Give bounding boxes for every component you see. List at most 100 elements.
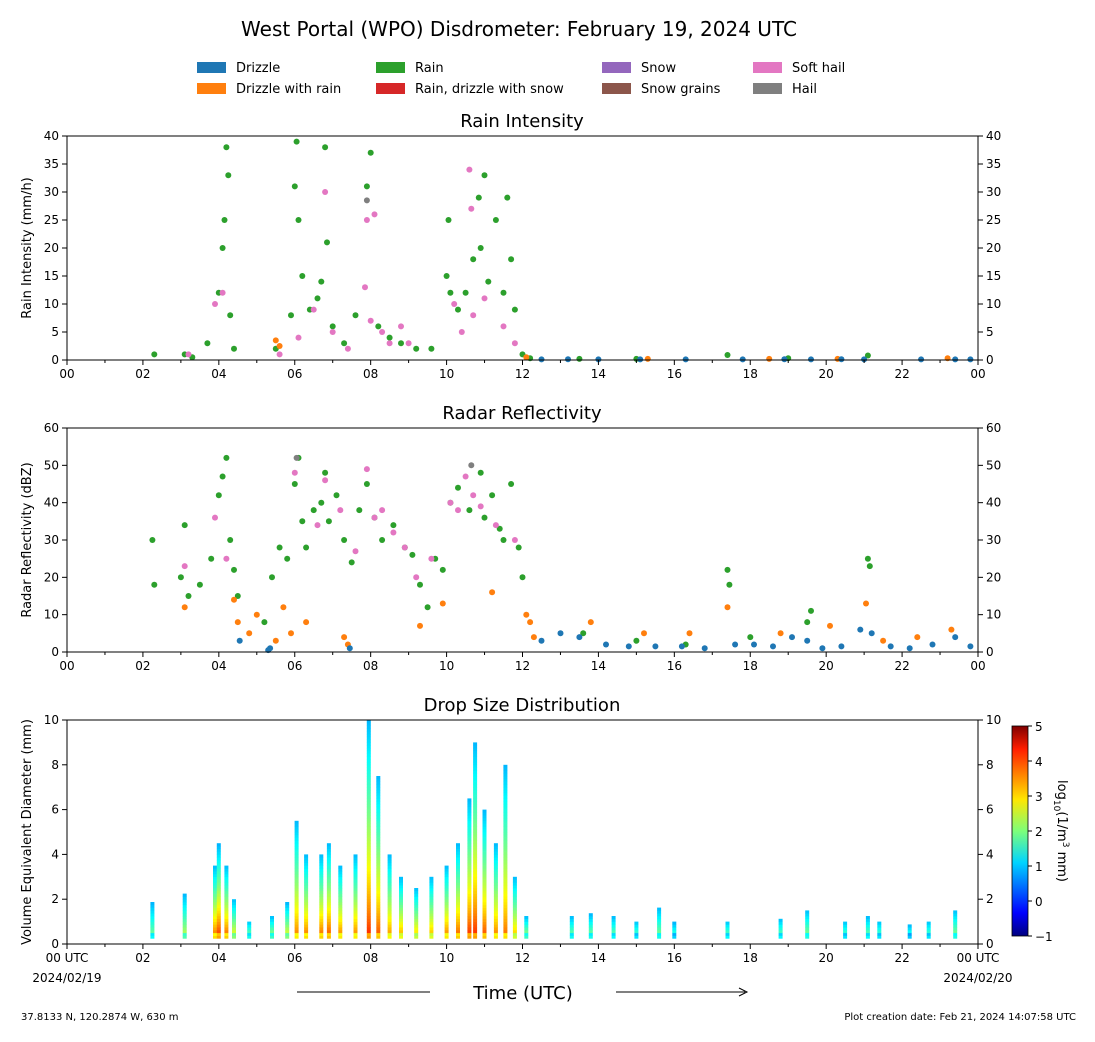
heatmap-cell	[366, 748, 371, 752]
heatmap-cell	[725, 927, 730, 931]
heatmap-cell	[672, 927, 677, 931]
heatmap-cell	[503, 770, 508, 774]
x-tick-label: 00 UTC	[957, 951, 1000, 965]
heatmap-cell	[805, 924, 810, 928]
heatmap-cell	[216, 890, 221, 894]
heatmap-cell	[467, 918, 472, 922]
heatmap-cell	[657, 913, 662, 917]
heatmap-cell	[213, 935, 217, 939]
heatmap-cell	[503, 876, 508, 880]
heatmap-cell	[926, 930, 931, 934]
heatmap-cell	[376, 854, 381, 858]
heatmap-cell	[493, 868, 498, 872]
heatmap-cell	[482, 860, 487, 864]
point-drizzle-with-rain	[489, 589, 496, 596]
heatmap-cell	[376, 910, 381, 914]
heatmap-cell	[482, 927, 487, 931]
point-drizzle	[267, 645, 274, 652]
heatmap-cell	[414, 935, 419, 939]
heatmap-cell	[376, 888, 381, 892]
point-rain	[288, 312, 294, 319]
heatmap-cell	[319, 868, 324, 872]
y-tick-label-right: 25	[986, 213, 1001, 227]
point-rain	[398, 340, 404, 347]
heatmap-cell	[473, 806, 478, 810]
point-drizzle	[565, 356, 571, 363]
point-rain	[455, 484, 461, 491]
heatmap-cell	[387, 890, 392, 894]
point-rain	[291, 183, 298, 190]
point-drizzle-with-rain	[766, 355, 773, 362]
heatmap-cell	[294, 834, 299, 838]
heatmap-cell	[503, 784, 508, 788]
heatmap-cell	[319, 904, 324, 908]
heatmap-cell	[473, 879, 478, 883]
heatmap-cell	[294, 843, 299, 847]
colorbar: −1 0 1 2 3 4 5 log10(1/m3 mm)	[1011, 720, 1070, 944]
point-rain	[303, 544, 310, 551]
footer-creation-date: Plot creation date: Feb 21, 2024 14:07:5…	[844, 1012, 1076, 1023]
heatmap-cell	[326, 874, 331, 878]
heatmap-cell	[399, 916, 403, 920]
point-soft-hail	[314, 522, 321, 529]
point-drizzle-with-rain	[231, 596, 237, 603]
heatmap-cell	[482, 854, 487, 858]
heatmap-cell	[326, 927, 331, 931]
heatmap-cell	[473, 756, 478, 760]
point-drizzle-with-rain	[288, 630, 294, 637]
heatmap-cell	[326, 904, 331, 908]
x-tick-label: 18	[743, 951, 758, 965]
heatmap-cell	[150, 916, 155, 920]
heatmap-cell	[467, 832, 472, 836]
heatmap-cell	[569, 918, 574, 922]
heatmap-cell	[524, 916, 529, 920]
heatmap-cell	[326, 896, 331, 900]
heatmap-cell	[512, 935, 517, 939]
heatmap-cell	[182, 918, 187, 922]
heatmap-cell	[294, 921, 299, 925]
x-tick-label: 06	[287, 659, 302, 673]
heatmap-cell	[224, 896, 229, 900]
point-soft-hail	[470, 312, 477, 319]
heatmap-cell	[399, 927, 403, 931]
heatmap-cell	[338, 907, 343, 911]
heatmap-cell	[216, 854, 221, 858]
point-soft-hail	[363, 466, 370, 473]
heatmap-cell	[493, 860, 498, 864]
heatmap-cell	[473, 924, 478, 928]
heatmap-cell	[326, 907, 331, 911]
heatmap-cell	[672, 930, 677, 934]
heatmap-cell	[366, 874, 371, 878]
heatmap-cell	[444, 907, 449, 911]
heatmap-cell	[493, 927, 498, 931]
heatmap-cell	[473, 798, 478, 802]
y-tick-label-right: 2	[986, 892, 994, 906]
heatmap-cell	[319, 902, 324, 906]
y-tick-label-right: 40	[986, 496, 1001, 510]
point-drizzle-with-rain	[644, 355, 651, 362]
heatmap-cell	[376, 924, 381, 928]
heatmap-cell	[569, 927, 574, 931]
heatmap-cell	[366, 860, 371, 864]
y-tick-label-right: 20	[986, 241, 1001, 255]
point-rain	[348, 559, 355, 566]
heatmap-cell	[326, 879, 331, 883]
heatmap-cell	[366, 815, 371, 819]
heatmap-cell	[473, 748, 478, 752]
heatmap-cell	[376, 829, 381, 833]
heatmap-cell	[953, 930, 958, 934]
point-rain	[367, 149, 374, 156]
heatmap-cell	[429, 882, 434, 886]
heatmap-cell	[353, 927, 358, 931]
heatmap-cell	[467, 809, 472, 813]
colorbar-tick-label: 1	[1035, 860, 1043, 874]
heatmap-cell	[953, 916, 958, 920]
heatmap-cell	[366, 834, 371, 838]
heatmap-cell	[482, 829, 487, 833]
heatmap-cell	[224, 893, 229, 897]
heatmap-cell	[366, 790, 371, 794]
heatmap-cell	[319, 899, 324, 903]
heatmap-cell	[657, 924, 662, 928]
heatmap-cell	[387, 879, 392, 883]
heatmap-cell	[865, 935, 870, 939]
